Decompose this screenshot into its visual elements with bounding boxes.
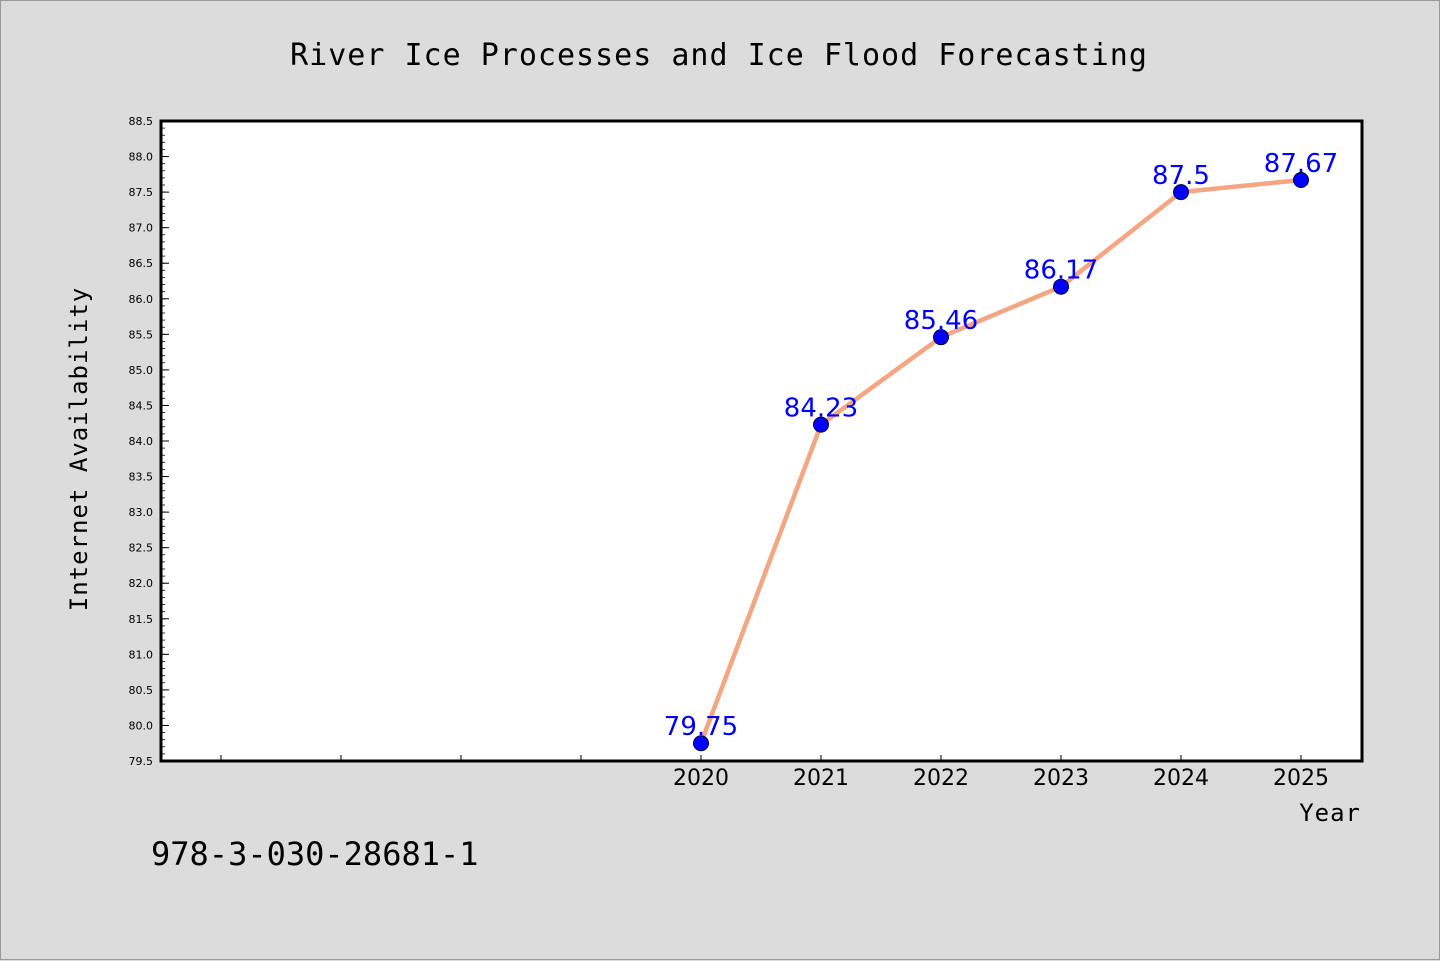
data-point bbox=[1173, 184, 1189, 201]
x-tick-label: 2025 bbox=[1273, 766, 1329, 791]
series-markers bbox=[693, 172, 1309, 752]
x-tick-label: 2022 bbox=[913, 766, 969, 791]
plot-area bbox=[159, 119, 1364, 763]
y-tick-label: 85.5 bbox=[129, 328, 154, 341]
x-tick-label: 2021 bbox=[793, 766, 849, 791]
y-tick-label: 83.0 bbox=[129, 506, 154, 519]
series-line bbox=[698, 177, 1302, 745]
data-point bbox=[693, 735, 709, 752]
y-tick-label: 88.0 bbox=[129, 151, 154, 164]
y-tick-label: 80.5 bbox=[129, 684, 154, 697]
y-axis-label: Internet Availability bbox=[65, 287, 93, 611]
x-axis-label: Year bbox=[1299, 799, 1361, 827]
y-tick-label: 86.5 bbox=[129, 257, 154, 270]
x-tick-label: 2023 bbox=[1033, 766, 1089, 791]
y-tick-label: 85.0 bbox=[129, 364, 154, 377]
isbn-text: 978-3-030-28681-1 bbox=[151, 835, 479, 873]
y-tick-label: 82.0 bbox=[129, 577, 154, 590]
y-tick-label: 84.0 bbox=[129, 435, 154, 448]
y-tick-label: 81.0 bbox=[129, 648, 154, 661]
x-tick-label: 2024 bbox=[1153, 766, 1209, 791]
data-point bbox=[933, 329, 949, 346]
y-tick-label: 81.5 bbox=[129, 613, 154, 626]
y-tick-label: 79.5 bbox=[129, 755, 154, 768]
y-tick-label: 83.5 bbox=[129, 471, 154, 484]
y-tick-label: 80.0 bbox=[129, 719, 154, 732]
x-axis-ticks: 2020 2021 2022 2023 2024 2025 bbox=[220, 755, 1329, 791]
y-tick-label: 88.5 bbox=[129, 115, 154, 128]
chart-title: River Ice Processes and Ice Flood Foreca… bbox=[290, 38, 1148, 73]
data-point bbox=[813, 416, 829, 433]
y-tick-label: 84.5 bbox=[129, 399, 154, 412]
y-tick-label: 87.5 bbox=[129, 186, 154, 199]
y-axis-ticks: 79.5 80.0 80.5 81.0 81.5 82.0 82.5 83.0 83.5 84.0… bbox=[129, 115, 169, 768]
x-tick-label: 2020 bbox=[673, 766, 729, 791]
y-tick-label: 87.0 bbox=[129, 222, 154, 235]
y-tick-label: 82.5 bbox=[129, 542, 154, 555]
y-tick-label: 86.0 bbox=[129, 293, 154, 306]
data-point bbox=[1293, 172, 1309, 189]
data-point bbox=[1053, 278, 1069, 295]
